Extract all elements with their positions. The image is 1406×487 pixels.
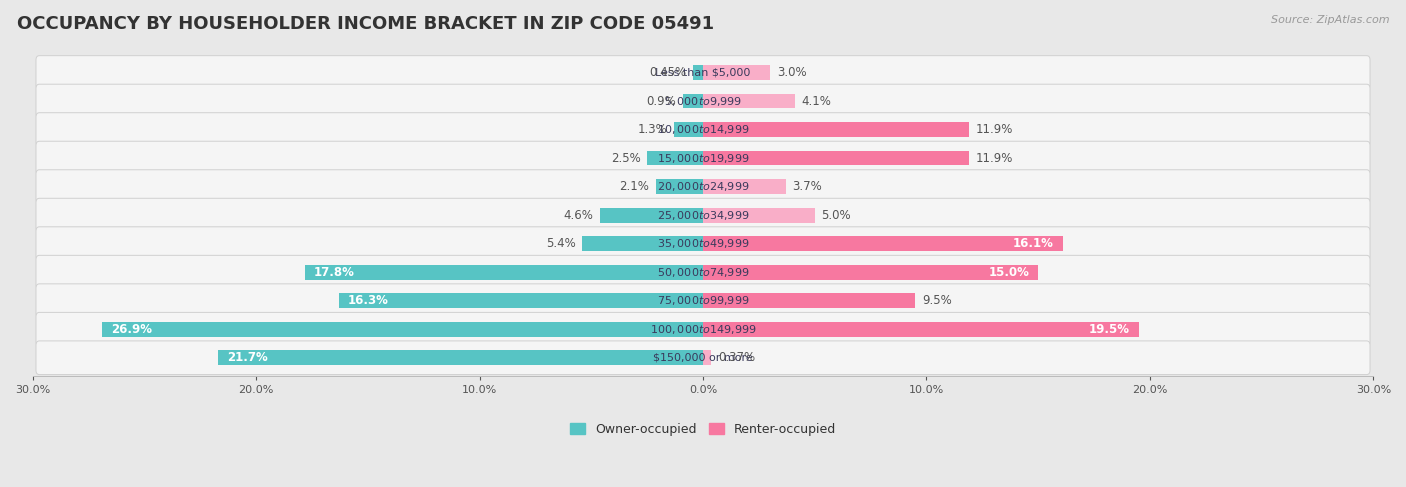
- Text: $15,000 to $19,999: $15,000 to $19,999: [657, 151, 749, 165]
- Text: $10,000 to $14,999: $10,000 to $14,999: [657, 123, 749, 136]
- FancyBboxPatch shape: [37, 170, 1369, 204]
- FancyBboxPatch shape: [37, 284, 1369, 318]
- Text: 4.6%: 4.6%: [564, 208, 593, 222]
- Bar: [657, 179, 703, 194]
- Text: 2.5%: 2.5%: [610, 151, 640, 165]
- Text: $35,000 to $49,999: $35,000 to $49,999: [657, 237, 749, 250]
- Bar: [582, 236, 703, 251]
- Bar: [703, 236, 1063, 251]
- FancyBboxPatch shape: [37, 112, 1369, 147]
- Text: $50,000 to $74,999: $50,000 to $74,999: [657, 266, 749, 279]
- FancyBboxPatch shape: [37, 84, 1369, 118]
- Text: 9.5%: 9.5%: [922, 294, 952, 307]
- Bar: [703, 265, 1038, 280]
- FancyBboxPatch shape: [37, 141, 1369, 175]
- Text: 15.0%: 15.0%: [988, 266, 1029, 279]
- Bar: [703, 293, 915, 308]
- Bar: [600, 207, 703, 223]
- Bar: [703, 122, 969, 137]
- Text: 4.1%: 4.1%: [801, 94, 831, 108]
- Text: 0.37%: 0.37%: [718, 351, 755, 364]
- Bar: [683, 94, 703, 109]
- Text: $75,000 to $99,999: $75,000 to $99,999: [657, 294, 749, 307]
- Bar: [339, 293, 703, 308]
- Bar: [703, 179, 786, 194]
- Text: 26.9%: 26.9%: [111, 323, 152, 336]
- Text: 11.9%: 11.9%: [976, 151, 1012, 165]
- Text: 21.7%: 21.7%: [226, 351, 267, 364]
- Text: $20,000 to $24,999: $20,000 to $24,999: [657, 180, 749, 193]
- FancyBboxPatch shape: [37, 341, 1369, 375]
- Text: 16.1%: 16.1%: [1012, 237, 1054, 250]
- Bar: [673, 122, 703, 137]
- FancyBboxPatch shape: [37, 255, 1369, 289]
- Text: 19.5%: 19.5%: [1088, 323, 1130, 336]
- Text: 5.0%: 5.0%: [821, 208, 851, 222]
- Text: 11.9%: 11.9%: [976, 123, 1012, 136]
- Bar: [647, 150, 703, 166]
- FancyBboxPatch shape: [37, 198, 1369, 232]
- Legend: Owner-occupied, Renter-occupied: Owner-occupied, Renter-occupied: [565, 418, 841, 441]
- Text: 2.1%: 2.1%: [620, 180, 650, 193]
- Bar: [101, 322, 703, 337]
- Text: 3.0%: 3.0%: [776, 66, 807, 79]
- Text: 16.3%: 16.3%: [347, 294, 388, 307]
- Text: $100,000 to $149,999: $100,000 to $149,999: [650, 323, 756, 336]
- FancyBboxPatch shape: [37, 56, 1369, 89]
- Bar: [305, 265, 703, 280]
- Text: 0.9%: 0.9%: [647, 94, 676, 108]
- Text: $150,000 or more: $150,000 or more: [654, 353, 752, 363]
- Text: 0.45%: 0.45%: [650, 66, 686, 79]
- Bar: [703, 207, 814, 223]
- FancyBboxPatch shape: [37, 227, 1369, 261]
- Text: 1.3%: 1.3%: [637, 123, 668, 136]
- Bar: [703, 350, 711, 365]
- Bar: [693, 65, 703, 80]
- Text: Source: ZipAtlas.com: Source: ZipAtlas.com: [1271, 15, 1389, 25]
- Bar: [703, 65, 770, 80]
- Text: OCCUPANCY BY HOUSEHOLDER INCOME BRACKET IN ZIP CODE 05491: OCCUPANCY BY HOUSEHOLDER INCOME BRACKET …: [17, 15, 714, 33]
- Bar: [703, 150, 969, 166]
- Text: $5,000 to $9,999: $5,000 to $9,999: [664, 94, 742, 108]
- Bar: [703, 94, 794, 109]
- Text: 5.4%: 5.4%: [546, 237, 575, 250]
- Bar: [703, 322, 1139, 337]
- Text: $25,000 to $34,999: $25,000 to $34,999: [657, 208, 749, 222]
- Text: 3.7%: 3.7%: [793, 180, 823, 193]
- Bar: [218, 350, 703, 365]
- Text: Less than $5,000: Less than $5,000: [655, 68, 751, 77]
- Text: 17.8%: 17.8%: [314, 266, 356, 279]
- FancyBboxPatch shape: [37, 312, 1369, 346]
